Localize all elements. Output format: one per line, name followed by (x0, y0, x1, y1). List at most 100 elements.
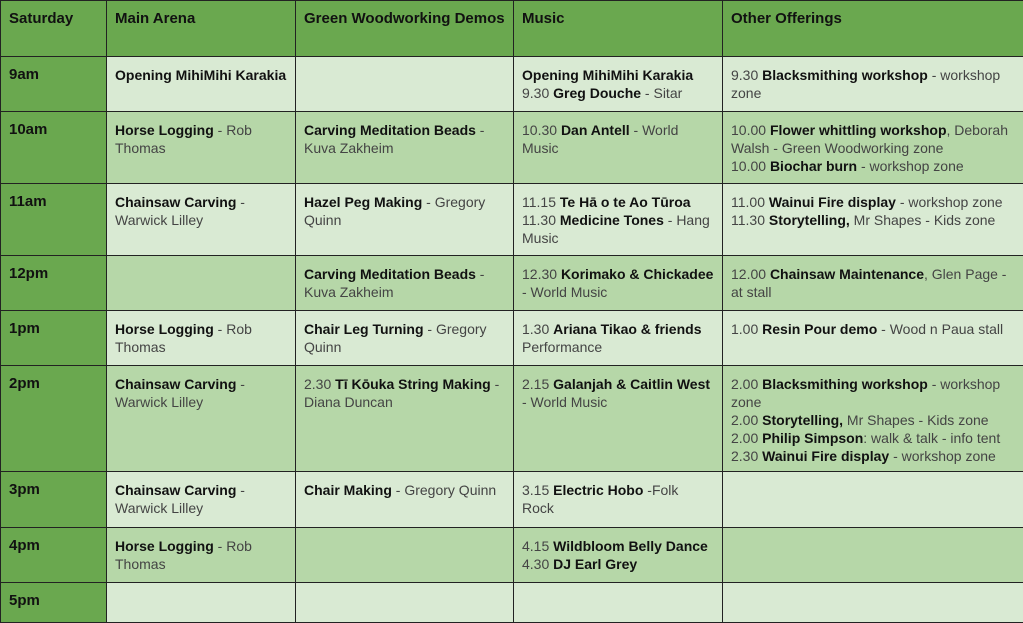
event-line: Chair Making - Gregory Quinn (304, 481, 505, 499)
schedule-cell: 3.15 Electric Hobo -Folk Rock (514, 472, 723, 528)
event-title: Greg Douche (553, 85, 641, 101)
event-title: Opening MihiMihi Karakia (522, 67, 693, 83)
event-title: Storytelling, (769, 212, 850, 228)
event-title: Chainsaw Maintenance (770, 266, 924, 282)
schedule-cell (723, 528, 1023, 583)
event-line: 1.00 Resin Pour demo - Wood n Paua stall (731, 320, 1016, 338)
time-slot: 11am (1, 184, 107, 256)
event-detail: - Gregory Quinn (392, 482, 496, 498)
event-title: Flower whittling workshop (770, 122, 947, 138)
event-detail: Mr Shapes - Kids zone (850, 212, 996, 228)
schedule-cell (296, 57, 514, 112)
schedule-cell: Horse Logging - Rob Thomas (107, 311, 296, 366)
event-detail: 1.30 (522, 321, 553, 337)
event-title: Ariana Tikao & friends (553, 321, 701, 337)
event-title: Galanjah & Caitlin West (553, 376, 710, 392)
time-slot: 9am (1, 57, 107, 112)
time-slot: 10am (1, 112, 107, 184)
event-title: Wildbloom Belly Dance (553, 538, 708, 554)
schedule-cell: Hazel Peg Making - Gregory Quinn (296, 184, 514, 256)
event-detail: 10.00 (731, 122, 770, 138)
event-detail: Mr Shapes - Kids zone (843, 412, 989, 428)
event-detail: 4.15 (522, 538, 553, 554)
event-title: Dan Antell (561, 122, 630, 138)
event-line: Carving Meditation Beads - Kuva Zakheim (304, 265, 505, 301)
event-detail: - World Music (522, 394, 607, 410)
time-slot: 1pm (1, 311, 107, 366)
event-detail: 3.15 (522, 482, 553, 498)
schedule-cell: 2.00 Blacksmithing workshop - workshop z… (723, 366, 1023, 472)
event-title: Blacksmithing workshop (762, 376, 928, 392)
event-title: Blacksmithing workshop (762, 67, 928, 83)
event-detail: 11.30 (522, 212, 560, 228)
event-title: Chainsaw Carving (115, 482, 236, 498)
event-title: Horse Logging (115, 538, 214, 554)
event-detail: 10.30 (522, 122, 561, 138)
event-line: Hazel Peg Making - Gregory Quinn (304, 193, 505, 229)
event-detail: : walk & talk - info tent (863, 430, 1000, 446)
schedule-cell: Chair Leg Turning - Gregory Quinn (296, 311, 514, 366)
schedule-cell: 12.00 Chainsaw Maintenance, Glen Page - … (723, 256, 1023, 311)
event-line: 2.00 Philip Simpson: walk & talk - info … (731, 429, 1016, 447)
header-row: Saturday Main Arena Green Woodworking De… (1, 1, 1023, 57)
event-detail: 4.30 (522, 556, 553, 572)
event-line: 11.15 Te Hā o te Ao Tūroa (522, 193, 714, 211)
event-line: 9.30 Blacksmithing workshop - workshop z… (731, 66, 1016, 102)
event-line: 11.30 Medicine Tones - Hang Music (522, 211, 714, 247)
event-line: 2.00 Blacksmithing workshop - workshop z… (731, 375, 1016, 411)
event-line: Opening MihiMihi Karakia (115, 66, 287, 84)
event-detail: 2.00 (731, 376, 762, 392)
event-title: Chainsaw Carving (115, 376, 236, 392)
event-detail: 2.30 (731, 448, 762, 464)
event-title: Horse Logging (115, 122, 214, 138)
schedule-cell: 10.00 Flower whittling workshop, Deborah… (723, 112, 1023, 184)
time-slot: 2pm (1, 366, 107, 472)
schedule-cell: 12.30 Korimako & Chickadee - World Music (514, 256, 723, 311)
event-detail: - Wood n Paua stall (877, 321, 1003, 337)
event-line: Chainsaw Carving - Warwick Lilley (115, 375, 287, 411)
event-line: 4.30 DJ Earl Grey (522, 555, 714, 573)
event-line: Horse Logging - Rob Thomas (115, 320, 287, 356)
event-title: Chainsaw Carving (115, 194, 236, 210)
schedule-cell: 10.30 Dan Antell - World Music (514, 112, 723, 184)
event-title: Medicine Tones (560, 212, 664, 228)
event-detail: 1.00 (731, 321, 762, 337)
schedule-cell: 2.30 Tī Kōuka String Making - Diana Dunc… (296, 366, 514, 472)
schedule-cell (107, 256, 296, 311)
event-line: 11.30 Storytelling, Mr Shapes - Kids zon… (731, 211, 1016, 229)
event-detail: 2.30 (304, 376, 335, 392)
event-line: 2.00 Storytelling, Mr Shapes - Kids zone (731, 411, 1016, 429)
event-detail: 11.00 (731, 194, 769, 210)
event-line: 4.15 Wildbloom Belly Dance (522, 537, 714, 555)
event-title: Biochar burn (770, 158, 857, 174)
event-detail: - Sitar (641, 85, 682, 101)
schedule-cell: Opening MihiMihi Karakia (107, 57, 296, 112)
schedule-cell: 2.15 Galanjah & Caitlin West - World Mus… (514, 366, 723, 472)
event-title: Chair Leg Turning (304, 321, 424, 337)
event-line: 12.00 Chainsaw Maintenance, Glen Page - … (731, 265, 1016, 301)
event-detail: - World Music (522, 284, 607, 300)
event-line: 12.30 Korimako & Chickadee - World Music (522, 265, 714, 301)
event-title: Electric Hobo (553, 482, 643, 498)
event-title: DJ Earl Grey (553, 556, 637, 572)
event-line: Chair Leg Turning - Gregory Quinn (304, 320, 505, 356)
schedule-cell: 11.00 Wainui Fire display - workshop zon… (723, 184, 1023, 256)
event-line: 2.15 Galanjah & Caitlin West - World Mus… (522, 375, 714, 411)
schedule-cell: Chainsaw Carving - Warwick Lilley (107, 366, 296, 472)
event-title: Horse Logging (115, 321, 214, 337)
header-day: Saturday (1, 1, 107, 57)
event-title: Wainui Fire display (769, 194, 896, 210)
schedule-cell: Chair Making - Gregory Quinn (296, 472, 514, 528)
event-title: Carving Meditation Beads (304, 122, 476, 138)
schedule-cell (296, 528, 514, 583)
event-detail: 11.30 (731, 212, 769, 228)
